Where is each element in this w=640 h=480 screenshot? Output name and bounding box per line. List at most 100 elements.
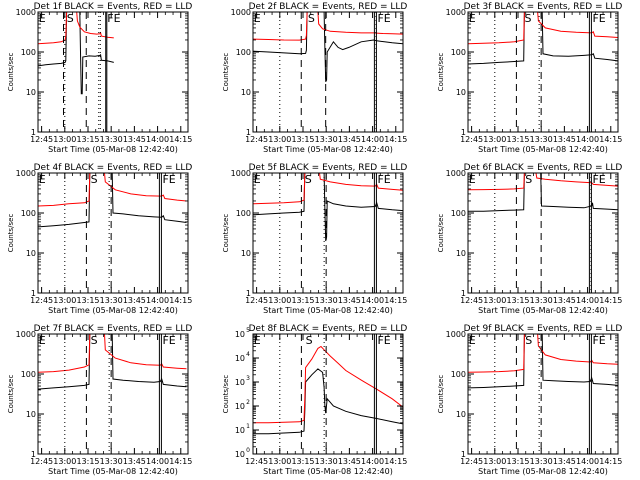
y-tick-label: 10 (241, 88, 251, 97)
x-tick-label: 13:45 (553, 296, 576, 305)
x-axis: 12:45 13:00 13:15 13:30 13:45 14:00 14:15Start… (460, 173, 622, 315)
y-axis: 1 10 100 1000 Counts/sec (222, 8, 403, 137)
y-tick-label: 10 (235, 354, 245, 363)
saa-label: S (91, 334, 98, 347)
y-tick-label: 10 (456, 88, 466, 97)
x-tick-label: 13:00 (53, 296, 76, 305)
x-tick-label: 13:00 (268, 296, 291, 305)
series-group (38, 173, 187, 228)
panel-title: Det 4f BLACK = Events, RED = LLD (34, 163, 193, 173)
x-tick-label: 13:45 (553, 135, 576, 144)
saa-label: S (524, 12, 531, 25)
x-axis-label: Start Time (05-Mar-08 12:42:40) (478, 145, 608, 154)
marker-lines (279, 12, 377, 132)
x-axis-label: Start Time (05-Mar-08 12:42:40) (48, 306, 178, 315)
panel-title: Det 8f BLACK = Events, RED = LLD (249, 324, 408, 334)
series-line-lld (468, 12, 618, 45)
series-line-events (38, 173, 187, 228)
eclipse-label: E (39, 173, 46, 186)
x-tick-label: 13:15 (506, 457, 529, 466)
marker-lines (494, 334, 592, 454)
x-tick-label: 13:00 (53, 135, 76, 144)
x-axis-label: Start Time (05-Mar-08 12:42:40) (48, 467, 178, 476)
x-tick-label: 14:15 (169, 135, 192, 144)
x-tick-label: 13:30 (315, 296, 338, 305)
x-tick-label: 13:45 (338, 457, 361, 466)
marker-lines (63, 12, 108, 132)
x-tick-label: 14:15 (599, 296, 622, 305)
x-tick-label: 14:00 (361, 457, 384, 466)
x-axis: 12:45 13:00 13:15 13:30 13:45 14:00 14:15Start… (460, 334, 622, 476)
y-tick-label: 1000 (446, 8, 466, 17)
y-axis-label: Counts/sec (7, 375, 15, 414)
panel-title: Det 2f BLACK = Events, RED = LLD (249, 2, 408, 12)
x-axis: 12:45 13:00 13:15 13:30 13:45 14:00 14:15Start… (245, 334, 407, 476)
x-tick-label: 13:30 (100, 135, 123, 144)
x-tick-label: 13:15 (506, 135, 529, 144)
y-tick-label: 10 (26, 249, 36, 258)
marker-lines (279, 173, 377, 293)
saa-label: S (308, 12, 315, 25)
series-line-events (38, 12, 114, 95)
x-tick-label: 14:00 (576, 296, 599, 305)
y-tick-label: 1 (461, 450, 466, 459)
plot-frame (252, 11, 404, 133)
x-tick-label: 14:15 (384, 296, 407, 305)
y-axis: 1 10 100 1000 Counts/sec (222, 169, 403, 298)
x-axis-label: Start Time (05-Mar-08 12:42:40) (263, 145, 393, 154)
flare-end-label: FE (107, 12, 120, 25)
y-tick-label: 100 (451, 370, 466, 379)
x-axis: 12:45 13:00 13:15 13:30 13:45 14:00 14:15Start… (30, 12, 192, 154)
y-tick-exponent: 1 (246, 423, 250, 430)
x-axis: 12:45 13:00 13:15 13:30 13:45 14:00 14:15Start… (460, 12, 622, 154)
x-tick-label: 13:00 (268, 457, 291, 466)
x-tick-label: 12:45 (30, 135, 53, 144)
x-tick-label: 13:30 (530, 457, 553, 466)
flare-end-label: FE (377, 173, 390, 186)
x-tick-label: 14:00 (576, 135, 599, 144)
series-line-events (38, 334, 187, 390)
y-tick-label: 10 (241, 249, 251, 258)
eclipse-label: E (254, 334, 261, 347)
y-tick-label: 100 (21, 370, 36, 379)
y-axis: 1 10 100 1000 Counts/sec (7, 8, 188, 137)
x-axis: 12:45 13:00 13:15 13:30 13:45 14:00 14:15Start… (30, 334, 192, 476)
series-group (468, 12, 618, 65)
x-tick-label: 12:45 (30, 457, 53, 466)
x-tick-label: 13:30 (100, 457, 123, 466)
x-tick-label: 12:45 (460, 457, 483, 466)
y-tick-label: 10 (235, 450, 245, 459)
x-tick-label: 13:00 (483, 135, 506, 144)
x-axis-label: Start Time (05-Mar-08 12:42:40) (478, 306, 608, 315)
x-tick-label: 13:00 (268, 135, 291, 144)
flare-end-label: FE (162, 173, 175, 186)
eclipse-label: E (254, 173, 261, 186)
x-tick-label: 14:15 (384, 135, 407, 144)
x-tick-label: 13:00 (483, 296, 506, 305)
x-tick-label: 12:45 (30, 296, 53, 305)
y-tick-exponent: 4 (246, 351, 250, 358)
y-axis: 1 10 100 1000 Counts/sec (437, 330, 618, 459)
y-tick-label: 1000 (16, 169, 36, 178)
saa-label: S (67, 12, 74, 25)
y-axis-label: Counts/sec (437, 53, 445, 92)
plot-frame (37, 11, 189, 133)
flare-end-label: FE (592, 334, 605, 347)
x-axis-label: Start Time (05-Mar-08 12:42:40) (263, 467, 393, 476)
y-tick-label: 10 (26, 410, 36, 419)
series-group (38, 334, 187, 390)
x-tick-label: 12:45 (245, 296, 268, 305)
y-axis: 1 10 100 1000 Counts/sec (7, 169, 188, 298)
eclipse-label: E (469, 12, 476, 25)
x-tick-label: 13:30 (530, 135, 553, 144)
x-tick-label: 14:00 (361, 296, 384, 305)
x-tick-label: 13:30 (315, 457, 338, 466)
y-axis-label: Counts/sec (222, 53, 230, 92)
plot-frame (467, 172, 619, 294)
x-tick-label: 13:00 (53, 457, 76, 466)
